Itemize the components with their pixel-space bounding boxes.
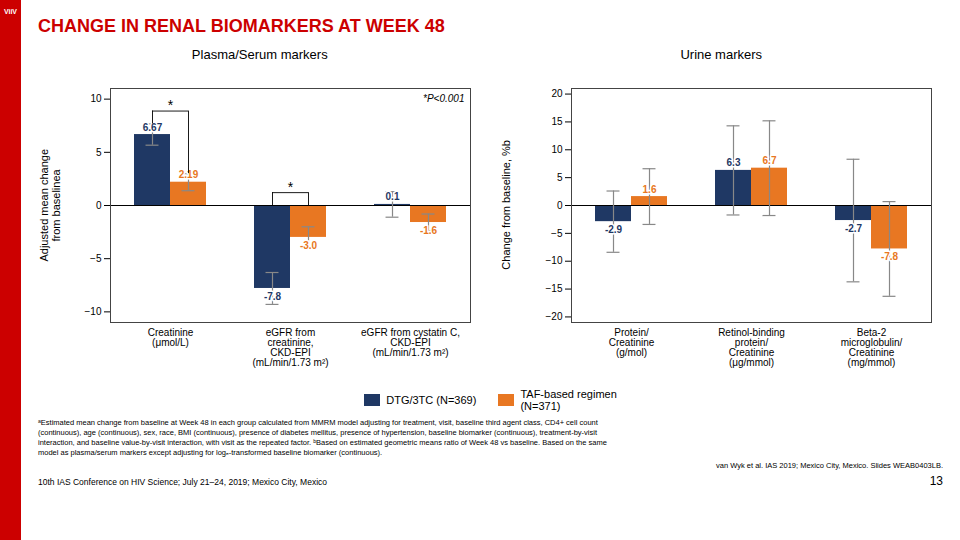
svg-text:−5: −5: [551, 228, 563, 239]
html-text:model as plasma/serum markers: model as plasma/serum markers except adj…: [38, 448, 383, 457]
html-text:13: 13: [929, 474, 943, 488]
html-text:Change from baseline, %b: Change from baseline, %b: [499, 140, 512, 270]
svg-text:-1.6: -1.6: [419, 225, 437, 236]
svg-text:eGFR fromcreatinine,CKD-EPI(mL: eGFR fromcreatinine,CKD-EPI(mL/min/1.73 …: [252, 327, 328, 368]
html-text:Urine markers: Urine markers: [680, 47, 763, 62]
svg-text:*: *: [167, 97, 173, 113]
svg-text:eGFR from cystatin C,CKD-EPI(m: eGFR from cystatin C,CKD-EPI(mL/min/1.73…: [361, 327, 460, 358]
svg-text:Beta-2microglobulin/Creatinine: Beta-2microglobulin/Creatinine(mg/mmol): [841, 327, 903, 368]
svg-text:6.3: 6.3: [727, 157, 741, 168]
svg-text:0: 0: [95, 200, 101, 211]
svg-text:-3.0: -3.0: [299, 240, 317, 251]
html-text:van Wyk et al. IAS 2019; Mexic: van Wyk et al. IAS 2019; Mexico City, Me…: [716, 461, 943, 470]
svg-text:-2.7: -2.7: [845, 223, 863, 234]
svg-text:2.19: 2.19: [178, 169, 198, 181]
html-text:ᵃEstimated mean change from ba: ᵃEstimated mean change from baseline at …: [38, 418, 598, 427]
html-text:Plasma/Serum markers: Plasma/Serum markers: [191, 47, 328, 62]
svg-text:Creatinine(μmol/L): Creatinine(μmol/L): [147, 327, 193, 348]
html-text:ViiV: ViiV: [3, 8, 17, 15]
svg-text:15: 15: [551, 116, 563, 127]
html-text:interaction, and baseline valu: interaction, and baseline value-by-visit…: [38, 438, 607, 447]
svg-text:Protein/Creatinine(g/mol): Protein/Creatinine(g/mol): [609, 327, 655, 358]
svg-text:-7.8: -7.8: [881, 251, 899, 262]
svg-text:0.1: 0.1: [385, 191, 399, 202]
svg-text:6.7: 6.7: [763, 155, 777, 166]
svg-text:10: 10: [90, 93, 102, 104]
svg-text:−10: −10: [546, 255, 563, 266]
html-text:Adjusted mean change from base: Adjusted mean change from baselinea: [38, 148, 62, 262]
svg-text:1.6: 1.6: [643, 184, 657, 195]
svg-text:*: *: [287, 179, 293, 195]
svg-text:-7.8: -7.8: [263, 291, 281, 302]
svg-text:−5: −5: [90, 253, 102, 264]
svg-text:10: 10: [551, 144, 563, 155]
html-text:(continuous), age (continuous): (continuous), age (continuous), sex, rac…: [38, 428, 597, 437]
html-text:CHANGE IN RENAL BIOMARKERS AT: CHANGE IN RENAL BIOMARKERS AT WEEK 48: [38, 16, 445, 36]
svg-text:−10: −10: [84, 306, 101, 317]
svg-text:*P<0.001: *P<0.001: [423, 93, 464, 104]
svg-text:5: 5: [557, 172, 563, 183]
html-text:DTG/3TC (N=369): DTG/3TC (N=369): [386, 394, 477, 406]
svg-text:0: 0: [557, 200, 563, 211]
svg-text:−15: −15: [546, 283, 563, 294]
svg-text:−20: −20: [546, 311, 563, 322]
svg-text:Retinol-bindingprotein/Creatin: Retinol-bindingprotein/Creatinine(μg/mmo…: [718, 327, 785, 368]
svg-text:6.67: 6.67: [142, 121, 162, 133]
html-text:10th IAS Conference on HIV Sci: 10th IAS Conference on HIV Science; July…: [38, 477, 327, 487]
html-text:TAF-based regimen (N=371): TAF-based regimen (N=371): [520, 388, 617, 412]
svg-text:20: 20: [551, 88, 563, 99]
svg-text:-2.9: -2.9: [605, 224, 623, 235]
svg-text:5: 5: [95, 147, 101, 158]
